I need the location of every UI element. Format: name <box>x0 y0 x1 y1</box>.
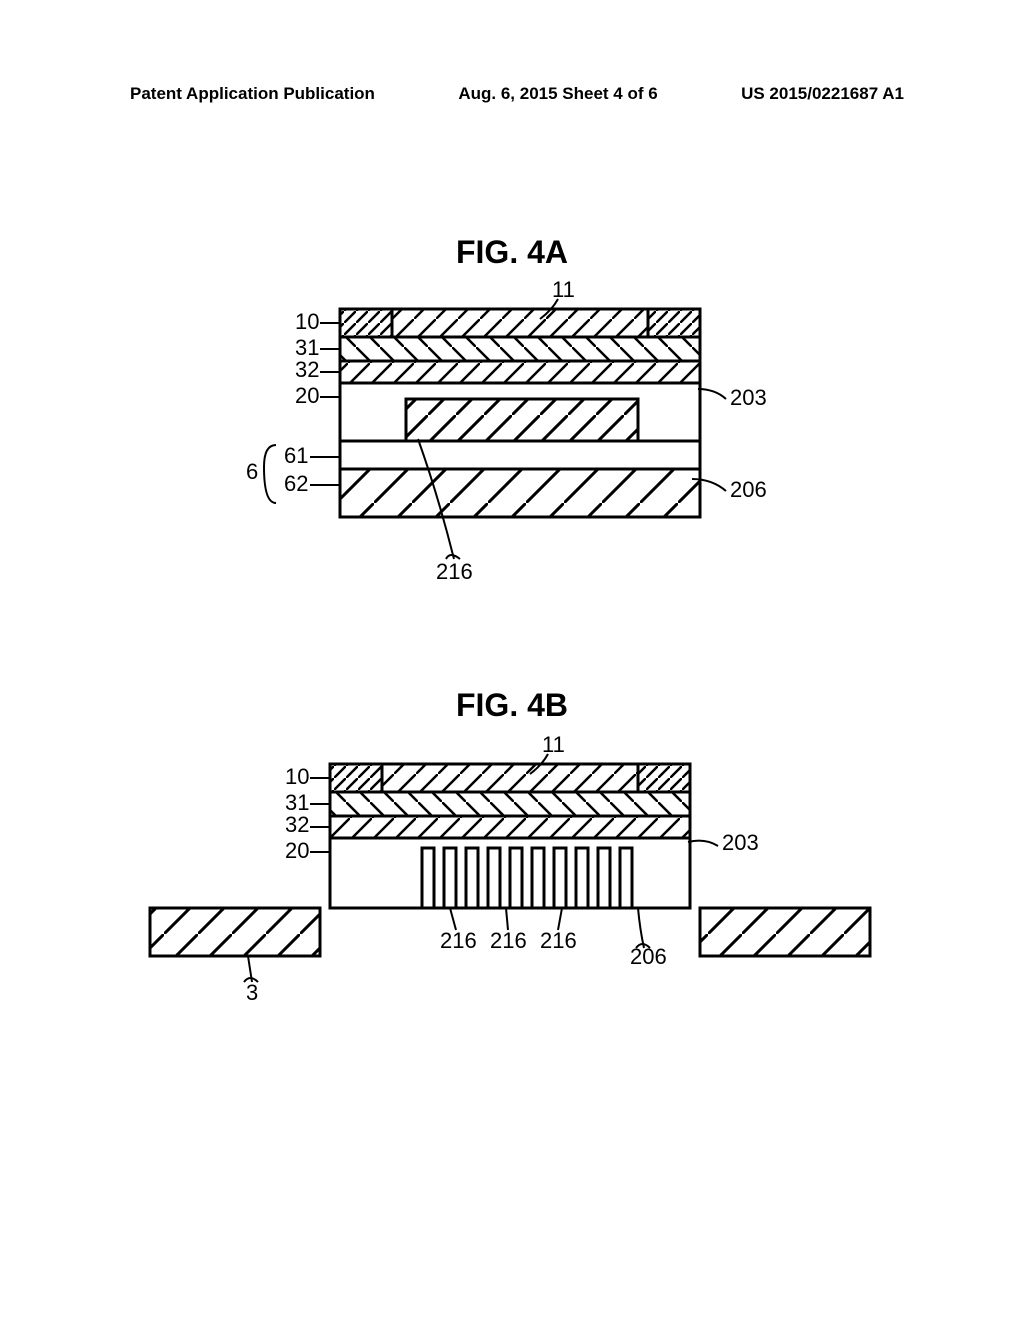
label-203-b: 203 <box>722 830 759 855</box>
label-20-b: 20 <box>285 838 309 863</box>
label-216-b2: 216 <box>490 928 527 953</box>
figure-4a: 11 10 31 32 20 6 61 62 203 206 216 <box>260 275 760 615</box>
label-10-b: 10 <box>285 764 309 789</box>
label-61: 61 <box>284 443 308 468</box>
figure-4b: 11 10 31 32 20 203 216 216 216 206 3 <box>130 730 890 1050</box>
header-center: Aug. 6, 2015 Sheet 4 of 6 <box>458 84 657 104</box>
label-206: 206 <box>730 477 767 502</box>
figure-b-title: FIG. 4B <box>456 687 568 724</box>
figure-a-title: FIG. 4A <box>456 234 568 271</box>
label-10: 10 <box>295 309 319 334</box>
label-216-b3: 216 <box>540 928 577 953</box>
label-32: 32 <box>295 357 319 382</box>
header-left: Patent Application Publication <box>130 84 375 104</box>
label-216: 216 <box>436 559 473 584</box>
page-header: Patent Application Publication Aug. 6, 2… <box>0 84 1024 104</box>
label-20: 20 <box>295 383 319 408</box>
label-6: 6 <box>246 459 258 484</box>
label-62: 62 <box>284 471 308 496</box>
label-11-b: 11 <box>542 732 565 757</box>
header-right: US 2015/0221687 A1 <box>741 84 904 104</box>
label-216-b1: 216 <box>440 928 477 953</box>
label-32-b: 32 <box>285 812 309 837</box>
label-11: 11 <box>552 277 575 302</box>
label-3-b: 3 <box>246 980 258 1005</box>
label-203: 203 <box>730 385 767 410</box>
